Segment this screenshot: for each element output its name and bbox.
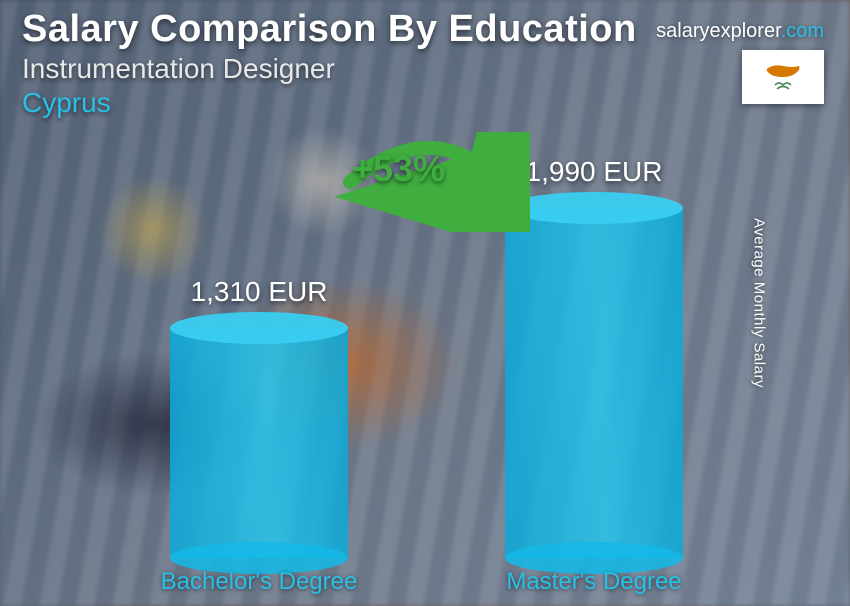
bar-body: [505, 208, 683, 558]
brand-name: salaryexplorer: [656, 20, 781, 42]
country-flag-icon: [742, 50, 824, 104]
bar-category-label: Master's Degree: [444, 568, 744, 596]
bar: 1,990 EURMaster's Degree: [505, 208, 683, 558]
bar-body: [170, 328, 348, 558]
flag-leaves-shape: [775, 83, 791, 89]
bar-top-ellipse: [505, 192, 683, 224]
increase-percent: +53%: [352, 148, 445, 190]
brand-logo: salaryexplorer.com: [656, 20, 824, 43]
bar-cylinder: [170, 328, 348, 558]
flag-island-shape: [767, 65, 800, 77]
brand-domain: .com: [781, 20, 824, 42]
bar-category-label: Bachelor's Degree: [109, 568, 409, 596]
job-title: Instrumentation Designer: [22, 53, 828, 85]
bar-top-ellipse: [170, 312, 348, 344]
country-name: Cyprus: [22, 87, 828, 119]
bar-cylinder: [505, 208, 683, 558]
bar-value: 1,310 EUR: [129, 276, 389, 308]
bar: 1,310 EURBachelor's Degree: [170, 328, 348, 558]
